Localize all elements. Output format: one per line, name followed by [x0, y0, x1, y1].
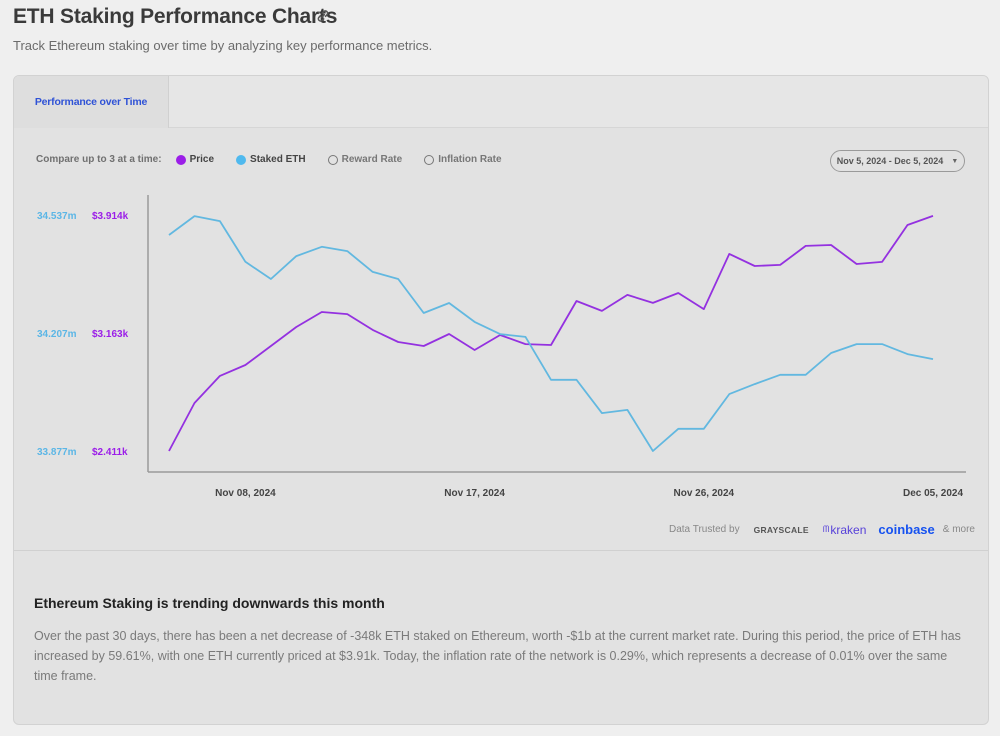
series-line-price[interactable] [168, 215, 934, 452]
metric-label: Staked ETH [250, 154, 306, 165]
kraken-icon: ᗰ [822, 524, 830, 534]
y-tick-staked: 34.207m [37, 329, 77, 340]
metric-controls: Compare up to 3 at a time: Price Staked … [36, 154, 524, 165]
data-trusted-by: Data Trusted by GRAYSCALE ᗰ kraken coinb… [669, 522, 975, 537]
radio-empty-icon [424, 154, 435, 165]
trusted-label: Data Trusted by [668, 524, 740, 535]
metric-label: Price [189, 154, 215, 165]
metric-label: Reward Rate [341, 154, 403, 165]
metric-toggle-reward-rate[interactable]: Reward Rate [327, 154, 403, 165]
compare-label: Compare up to 3 at a time: [36, 154, 162, 165]
series-line-staked-eth[interactable] [168, 215, 934, 452]
x-tick-label: Nov 17, 2024 [444, 488, 505, 499]
x-tick-label: Dec 05, 2024 [903, 488, 963, 499]
metric-toggle-price[interactable]: Price [175, 154, 215, 165]
x-tick-label: Nov 26, 2024 [673, 488, 734, 499]
y-tick-staked: 34.537m [37, 211, 77, 222]
link-icon[interactable] [316, 9, 330, 23]
summary-title: Ethereum Staking is trending downwards t… [34, 595, 385, 611]
line-chart: 34.537m 34.207m 33.877m $3.914k $3.163k $2.4… [37, 195, 966, 499]
date-range-value: Nov 5, 2024 - Dec 5, 2024 [836, 156, 944, 166]
y-tick-price: $3.163k [92, 329, 129, 340]
summary-body: Over the past 30 days, there has been a … [34, 629, 961, 683]
y-tick-price: $3.914k [92, 211, 129, 222]
performance-card: Performance over Time Compare up to 3 at… [13, 75, 989, 725]
metric-label: Inflation Rate [438, 154, 502, 165]
y-tick-staked: 33.877m [37, 447, 77, 458]
section-divider [14, 550, 988, 551]
coinbase-logo: coinbase [878, 522, 935, 537]
kraken-wordmark: kraken [830, 522, 867, 537]
staked-eth-dot-icon [236, 154, 247, 165]
page-subtitle: Track Ethereum staking over time by anal… [13, 38, 433, 53]
radio-empty-icon [327, 154, 338, 165]
tab-bar: Performance over Time [14, 76, 988, 128]
caret-down-icon: ▼ [951, 157, 959, 165]
date-range-select[interactable]: Nov 5, 2024 - Dec 5, 2024 ▼ [830, 150, 965, 172]
page-title: ETH Staking Performance Charts [13, 5, 338, 28]
tab-performance-over-time[interactable]: Performance over Time [14, 76, 169, 128]
grayscale-logo: GRAYSCALE [753, 524, 809, 535]
kraken-logo: ᗰ kraken [823, 523, 867, 537]
metric-toggle-inflation-rate[interactable]: Inflation Rate [424, 154, 502, 165]
more-link[interactable]: & more [942, 524, 975, 535]
price-dot-icon [175, 154, 186, 165]
x-tick-label: Nov 08, 2024 [215, 488, 276, 499]
y-tick-price: $2.411k [92, 447, 128, 458]
metric-toggle-staked-eth[interactable]: Staked ETH [236, 154, 306, 165]
